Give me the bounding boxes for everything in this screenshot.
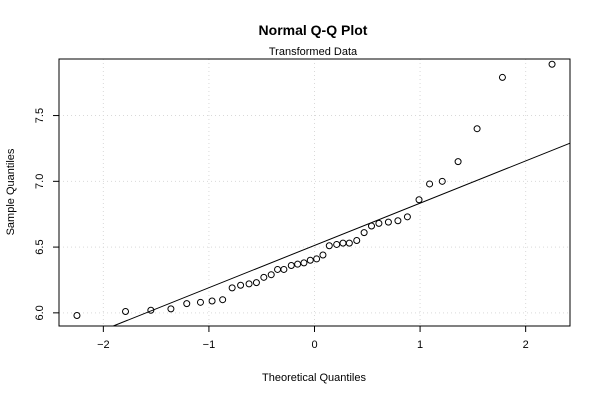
data-point xyxy=(394,217,402,225)
y-axis-label: Sample Quantiles xyxy=(5,148,17,235)
data-point xyxy=(252,279,260,287)
data-point xyxy=(73,311,81,319)
x-tick-label: −1 xyxy=(203,339,216,351)
data-point xyxy=(473,125,481,133)
data-point xyxy=(267,271,275,279)
data-point xyxy=(147,306,155,314)
chart-title: Normal Q-Q Plot xyxy=(259,22,368,38)
data-point xyxy=(353,237,361,245)
y-tick-label: 7.5 xyxy=(34,108,46,123)
x-tick-label: 0 xyxy=(311,339,317,351)
data-point xyxy=(498,73,506,81)
y-tick-label: 6.0 xyxy=(34,305,46,320)
data-point xyxy=(339,239,347,247)
chart-subtitle: Transformed Data xyxy=(269,46,358,58)
data-point xyxy=(287,261,295,269)
y-tick-label: 7.0 xyxy=(34,174,46,189)
data-point xyxy=(548,60,556,68)
grid xyxy=(59,59,570,326)
x-tick-label: 1 xyxy=(417,339,423,351)
x-tick-label: −2 xyxy=(97,339,110,351)
y-tick-label: 6.5 xyxy=(34,239,46,254)
data-point xyxy=(228,284,236,292)
data-point xyxy=(375,219,383,227)
data-point xyxy=(280,265,288,273)
data-point xyxy=(333,240,341,248)
data-point xyxy=(313,255,321,263)
data-point xyxy=(167,305,175,313)
data-point xyxy=(300,259,308,267)
data-point xyxy=(384,218,392,226)
data-point xyxy=(196,298,204,306)
data-point xyxy=(219,296,227,304)
reference-line xyxy=(113,142,571,327)
reference-line-group xyxy=(113,142,571,327)
data-point xyxy=(403,213,411,221)
data-point xyxy=(183,300,191,308)
data-point xyxy=(360,229,368,237)
data-point xyxy=(426,180,434,188)
x-axis-label: Theoretical Quantiles xyxy=(262,372,366,384)
data-point xyxy=(368,222,376,230)
data-point xyxy=(274,265,282,273)
data-point xyxy=(325,242,333,250)
data-point xyxy=(438,177,446,185)
data-points xyxy=(73,60,556,319)
data-point xyxy=(345,239,353,247)
data-point xyxy=(208,297,216,305)
data-point xyxy=(319,251,327,259)
data-point xyxy=(415,196,423,204)
data-point xyxy=(306,256,314,264)
data-point xyxy=(245,280,253,288)
data-point xyxy=(260,273,268,281)
data-point xyxy=(237,281,245,289)
axis-ticks: −2 −1 0 1 2 6.0 6.5 7.0 7.5 xyxy=(34,108,529,351)
data-point xyxy=(294,260,302,268)
data-point xyxy=(454,158,462,166)
x-tick-label: 2 xyxy=(523,339,529,351)
data-point xyxy=(122,308,130,316)
